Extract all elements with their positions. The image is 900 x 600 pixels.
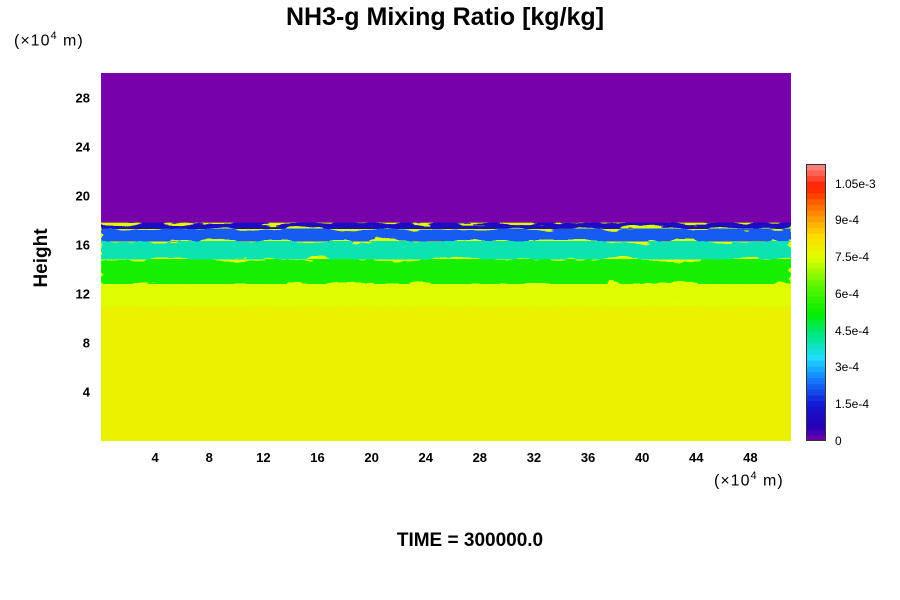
colorbar-segment bbox=[806, 360, 826, 367]
colorbar-segment bbox=[806, 273, 826, 280]
colorbar-segment bbox=[806, 279, 826, 286]
layer-band bbox=[101, 306, 791, 441]
colorbar-tick-label: 3e-4 bbox=[835, 360, 860, 375]
colorbar-segment bbox=[806, 394, 826, 402]
colorbar-segment bbox=[806, 331, 826, 338]
colorbar-segment bbox=[806, 233, 826, 240]
colorbar-segment bbox=[806, 406, 826, 413]
layer-band bbox=[101, 283, 791, 307]
colorbar-segment bbox=[806, 192, 826, 200]
x-tick-label: 40 bbox=[634, 450, 650, 465]
colorbar-segment bbox=[806, 429, 826, 436]
x-tick-label: 4 bbox=[151, 450, 159, 465]
x-tick-label: 12 bbox=[256, 450, 271, 465]
colorbar-tick-label: 1.05e-3 bbox=[835, 176, 876, 191]
colorbar-segment bbox=[806, 227, 826, 234]
colorbar-segment bbox=[806, 256, 826, 263]
colorbar-segment bbox=[806, 314, 826, 321]
colorbar-tick-label: 1.5e-4 bbox=[835, 397, 870, 412]
colorbar-segment bbox=[806, 175, 826, 182]
colorbar-segment bbox=[806, 187, 826, 194]
layer-group bbox=[101, 222, 791, 441]
colorbar-segment bbox=[806, 348, 826, 355]
colorbar-segment bbox=[806, 250, 826, 257]
y-tick-label: 28 bbox=[75, 90, 90, 106]
layer-band bbox=[101, 228, 791, 242]
colorbar-segment bbox=[806, 290, 826, 298]
layer-band bbox=[101, 222, 791, 229]
layer-band bbox=[101, 259, 791, 284]
x-tick-label: 20 bbox=[364, 450, 379, 465]
colorbar-segment bbox=[806, 204, 826, 211]
x-tick-label: 32 bbox=[526, 450, 542, 465]
x-tick-label: 36 bbox=[580, 450, 596, 465]
colorbar-tick-label: 0 bbox=[835, 434, 842, 448]
colorbar-segment bbox=[806, 296, 826, 303]
colorbar-segment bbox=[806, 412, 826, 419]
colorbar-tick-label: 6e-4 bbox=[835, 286, 860, 301]
colorbar-segment bbox=[806, 181, 826, 188]
colorbar-segment bbox=[806, 389, 826, 396]
colorbar-segment bbox=[806, 308, 826, 315]
colorbar bbox=[806, 164, 826, 441]
colorbar-segment bbox=[806, 435, 826, 441]
colorbar-tick-label: 4.5e-4 bbox=[835, 323, 870, 338]
colorbar-segment bbox=[806, 423, 826, 430]
colorbar-segment bbox=[806, 302, 826, 309]
colorbar-segment bbox=[806, 371, 826, 379]
colorbar-segment bbox=[806, 262, 826, 269]
colorbar-segment bbox=[806, 325, 826, 332]
colorbar-segment bbox=[806, 319, 826, 327]
chart-title: NH3-g Mixing Ratio [kg/kg] bbox=[285, 3, 605, 31]
y-tick-label: 12 bbox=[75, 286, 90, 302]
y-tick-label: 20 bbox=[75, 188, 90, 204]
colorbar-segment bbox=[806, 342, 826, 350]
colorbar-segment bbox=[806, 377, 826, 384]
colorbar-segment bbox=[806, 383, 826, 390]
x-tick-label: 48 bbox=[743, 450, 758, 465]
colorbar-segment bbox=[806, 354, 826, 361]
colorbar-segment bbox=[806, 267, 826, 275]
y-tick-label: 16 bbox=[75, 237, 90, 253]
colorbar-segment bbox=[806, 198, 826, 205]
x-tick-label: 24 bbox=[418, 450, 433, 465]
x-tick-label: 16 bbox=[310, 450, 325, 465]
colorbar-frame bbox=[806, 164, 826, 441]
y-tick-label: 8 bbox=[82, 335, 90, 351]
colorbar-segment bbox=[806, 215, 826, 223]
time-label: TIME = 300000.0 bbox=[396, 530, 544, 551]
y-axis-unit: (×104 m) bbox=[14, 30, 84, 50]
colorbar-segment bbox=[806, 337, 826, 344]
colorbar-segment bbox=[806, 400, 826, 407]
colorbar-tick-label: 9e-4 bbox=[835, 213, 860, 228]
colorbar-segment bbox=[806, 244, 826, 252]
plot-area bbox=[101, 73, 791, 441]
x-tick-label: 28 bbox=[472, 450, 488, 465]
colorbar-segment bbox=[806, 221, 826, 228]
y-tick-label: 24 bbox=[75, 139, 90, 155]
y-axis-label: Height bbox=[31, 228, 52, 288]
colorbar-segment bbox=[806, 417, 826, 425]
x-tick-label: 44 bbox=[689, 450, 704, 465]
colorbar-segment bbox=[806, 164, 826, 171]
colorbar-segment bbox=[806, 365, 826, 373]
colorbar-tick-label: 7.5e-4 bbox=[835, 250, 870, 265]
colorbar-segment bbox=[806, 210, 826, 217]
colorbar-segment bbox=[806, 285, 826, 292]
colorbar-segment bbox=[806, 239, 826, 246]
y-tick-label: 4 bbox=[82, 384, 90, 400]
upper-region bbox=[101, 73, 791, 223]
x-tick-label: 8 bbox=[205, 450, 213, 465]
colorbar-segment bbox=[806, 169, 826, 177]
layer-band bbox=[101, 241, 791, 260]
x-axis-unit: (×104 m) bbox=[714, 470, 784, 490]
